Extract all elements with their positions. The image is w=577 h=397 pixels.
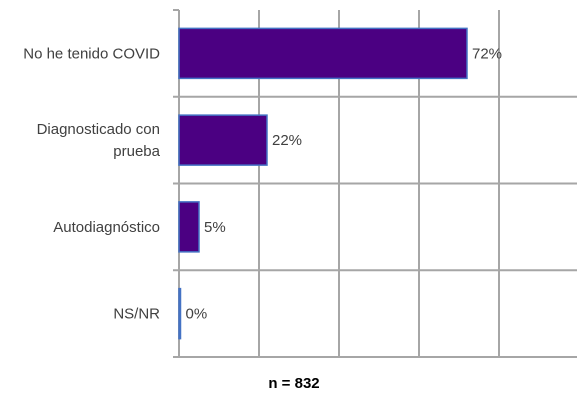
bar-4 (178, 287, 182, 340)
bar-3 (178, 201, 200, 253)
bar-2 (178, 114, 268, 166)
category-label-1: No he tenido COVID (23, 45, 160, 62)
data-labels: 72% 22% 5% 0% (186, 45, 503, 322)
bar-1 (178, 27, 468, 80)
category-labels: No he tenido COVID Diagnosticado con prueb… (23, 45, 160, 322)
data-label-1: 72% (472, 45, 502, 62)
sample-size-note: n = 832 (268, 375, 319, 392)
category-label-4: NS/NR (113, 306, 160, 323)
category-label-2: Diagnosticado con prueba (37, 121, 161, 160)
data-label-3: 5% (204, 219, 226, 236)
data-label-2: 22% (272, 132, 302, 149)
data-label-4: 0% (186, 306, 208, 323)
category-label-3: Autodiagnóstico (53, 219, 160, 236)
bar-series (178, 27, 468, 340)
